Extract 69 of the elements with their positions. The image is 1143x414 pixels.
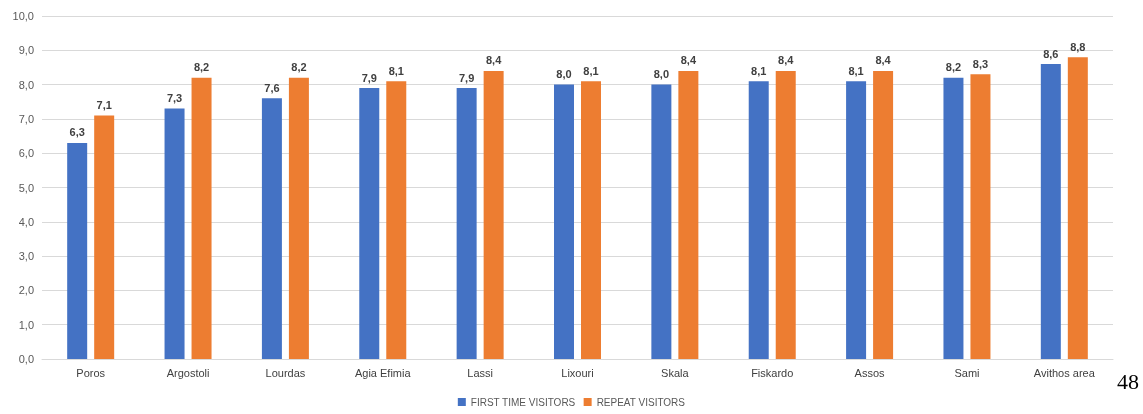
data-label: 7,9 <box>361 71 377 84</box>
x-tick-label: Lassi <box>467 366 493 379</box>
data-label: 8,2 <box>291 61 307 74</box>
bar <box>359 88 380 359</box>
data-label: 8,1 <box>751 64 767 77</box>
y-tick-label: 5,0 <box>18 181 34 194</box>
x-tick-label: Assos <box>854 366 886 379</box>
bar <box>164 108 185 359</box>
data-label: 8,1 <box>848 64 864 77</box>
x-tick-label: Lixouri <box>561 366 594 379</box>
x-tick-label: Avithos area <box>1033 366 1096 379</box>
data-label: 8,8 <box>1070 40 1086 53</box>
bar <box>943 77 964 359</box>
bar <box>748 81 769 359</box>
x-tick-label: Lourdas <box>265 366 306 379</box>
bar <box>846 81 867 359</box>
bar <box>554 84 574 359</box>
bar <box>581 81 601 359</box>
y-tick-label: 2,0 <box>18 284 34 297</box>
legend-label: REPEAT VISITORS <box>596 396 686 408</box>
y-tick-label: 7,0 <box>18 112 34 125</box>
data-label: 8,2 <box>945 61 962 74</box>
x-tick-label: Sami <box>954 366 980 379</box>
y-tick-label: 6,0 <box>18 147 34 160</box>
bar <box>456 88 477 359</box>
data-label: 8,1 <box>388 64 404 77</box>
bar <box>775 70 796 359</box>
data-label: 8,1 <box>583 64 599 77</box>
y-tick-label: 4,0 <box>18 215 34 228</box>
x-tick-label: Poros <box>76 366 106 379</box>
bar <box>970 74 991 359</box>
bar <box>873 70 894 359</box>
bar <box>386 81 407 359</box>
data-label: 8,4 <box>485 54 503 67</box>
data-label: 8,4 <box>778 54 795 67</box>
data-label: 7,3 <box>166 92 183 105</box>
text: 48 <box>1117 368 1139 394</box>
bar <box>288 77 309 359</box>
x-tick-label: Skala <box>661 366 690 379</box>
bar <box>1040 64 1061 359</box>
bar <box>483 70 504 359</box>
y-tick-label: 1,0 <box>18 318 34 331</box>
data-label: 8,2 <box>193 61 210 74</box>
bar <box>1067 57 1088 359</box>
bar <box>651 84 672 359</box>
data-label: 7,6 <box>264 81 280 94</box>
x-tick-label: Argostoli <box>166 366 210 379</box>
y-tick-label: 9,0 <box>18 44 34 57</box>
bar <box>191 77 212 359</box>
data-label: 7,1 <box>96 98 112 111</box>
data-label: 6,3 <box>69 126 85 139</box>
data-label: 8,4 <box>680 54 697 67</box>
data-label: 7,9 <box>458 71 475 84</box>
y-tick-label: 8,0 <box>18 78 34 91</box>
data-label: 8,3 <box>972 57 989 70</box>
data-label: 8,0 <box>556 68 572 81</box>
data-label: 8,4 <box>875 54 892 67</box>
data-label: 8,6 <box>1043 47 1059 60</box>
y-tick-label: 10,0 <box>12 10 34 22</box>
legend-label: FIRST TIME VISITORS <box>470 396 576 408</box>
data-label: 8,0 <box>653 68 670 81</box>
x-tick-label: Agia Efimia <box>354 366 412 379</box>
bar <box>678 70 699 359</box>
y-tick-label: 0,0 <box>18 353 34 365</box>
bar <box>94 115 115 359</box>
bar <box>67 142 88 359</box>
bar <box>261 98 282 359</box>
y-tick-label: 3,0 <box>18 250 34 263</box>
x-tick-label: Fiskardo <box>751 366 794 379</box>
